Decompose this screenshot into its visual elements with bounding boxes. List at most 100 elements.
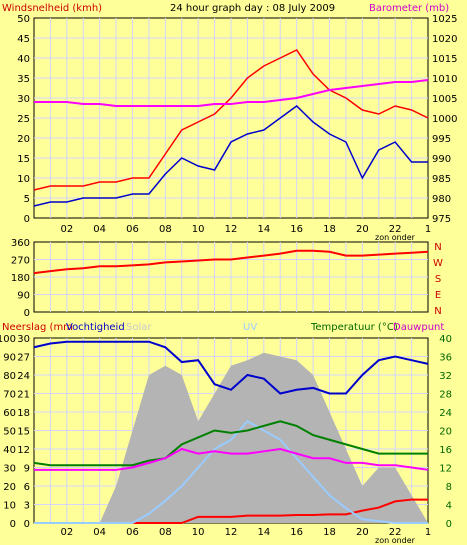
wind-panel-x-tick: 20: [356, 224, 369, 235]
compass-letter: N: [434, 242, 441, 253]
solar-label: Solar: [126, 322, 152, 333]
barometer-y-tick: 990: [432, 154, 451, 165]
wind-panel-x-tick: 1: [425, 224, 431, 235]
direction-y-tick: 0: [24, 308, 30, 319]
humidity-y-tick: 50: [3, 427, 16, 438]
wind-y-tick: 5: [24, 194, 30, 205]
chart-title: 24 hour graph day : 08 July 2009: [170, 3, 335, 14]
weather-panel-x-tick: 22: [389, 527, 402, 538]
compass-letter: N: [434, 306, 441, 317]
barometer-y-tick: 1010: [432, 74, 457, 85]
series-uv-line: [34, 419, 428, 524]
barometer-y-tick: 975: [432, 214, 451, 225]
dewpoint-label: Dauwpunt: [393, 322, 444, 333]
wind-y-tick: 25: [17, 114, 30, 125]
barometer-y-tick: 1020: [432, 34, 457, 45]
rain-y-tick: 24: [17, 371, 30, 382]
series-barometer-line: [34, 79, 429, 107]
barometer-y-tick: 1000: [432, 114, 457, 125]
wind-y-tick: 50: [17, 14, 30, 25]
wind-y-tick: 20: [17, 134, 30, 145]
series-temperatuur-line: [33, 420, 428, 467]
weather-panel-x-tick: 14: [257, 527, 270, 538]
rain-y-tick: 21: [17, 390, 30, 401]
barometer-y-tick: 980: [432, 194, 451, 205]
wind-y-tick: 10: [17, 174, 30, 185]
wind-panel-x-tick: 06: [126, 224, 139, 235]
weather-panel-x-tick: 18: [323, 527, 336, 538]
direction-y-tick: 90: [17, 291, 30, 302]
direction-y-tick: 180: [11, 273, 30, 284]
compass-letter: W: [433, 258, 443, 269]
wind-y-tick: 35: [17, 74, 30, 85]
temperature-y-tick: 20: [439, 427, 452, 438]
temperature-y-tick: 32: [439, 371, 452, 382]
humidity-y-tick: 70: [3, 390, 16, 401]
rain-y-tick: 12: [17, 445, 30, 456]
barometer-y-tick: 1015: [432, 54, 457, 65]
barometer-label: Barometer (mb): [369, 3, 449, 14]
temperature-y-tick: 8: [446, 482, 452, 493]
humidity-y-tick: 30: [3, 464, 16, 475]
humidity-y-tick: 100: [0, 334, 16, 345]
wind-panel-x-tick: 16: [290, 224, 303, 235]
wind-panel-x-tick: 12: [225, 224, 238, 235]
temperature-y-tick: 12: [439, 464, 452, 475]
barometer-y-tick: 985: [432, 174, 451, 185]
rain-y-tick: 27: [17, 353, 30, 364]
humidity-y-tick: 0: [10, 519, 16, 530]
weather-panel-x-tick: 06: [126, 527, 139, 538]
wind-y-tick: 40: [17, 54, 30, 65]
rain-y-tick: 9: [24, 464, 30, 475]
rain-y-tick: 3: [24, 501, 30, 512]
wind-speed-label: Windsnelheid (kmh): [2, 3, 102, 14]
rain-y-tick: 18: [17, 408, 30, 419]
weather-panel-x-tick: 02: [60, 527, 73, 538]
wind-panel-x-tick: 04: [93, 224, 106, 235]
series-wind-direction-line: [33, 249, 429, 275]
rain-y-tick: 30: [17, 334, 30, 345]
compass-letter: E: [435, 290, 441, 301]
weather-panel-x-tick: 04: [93, 527, 106, 538]
wind-y-tick: 0: [24, 214, 30, 225]
sunset-label-bottom: zon onder: [375, 536, 416, 545]
barometer-y-tick: 1025: [432, 14, 457, 25]
temperature-label: Temperatuur (°C): [310, 322, 398, 333]
wind-panel-x-tick: 10: [192, 224, 205, 235]
humidity-y-tick: 60: [3, 408, 16, 419]
humidity-y-tick: 40: [3, 445, 16, 456]
series-windsnelheid-line: [33, 105, 428, 207]
series-solar-area: [34, 352, 428, 523]
weather-panel-x-tick: 08: [159, 527, 172, 538]
humidity-y-tick: 20: [3, 482, 16, 493]
rain-label: Neerslag (mm: [2, 322, 73, 333]
weather-panel-x-tick: 12: [225, 527, 238, 538]
wind-y-tick: 15: [17, 154, 30, 165]
wind-y-tick: 45: [17, 34, 30, 45]
direction-y-tick: 270: [11, 256, 30, 267]
temperature-y-tick: 36: [439, 353, 452, 364]
humidity-y-tick: 10: [3, 501, 16, 512]
wind-panel-x-tick: 22: [389, 224, 402, 235]
humidity-label: Vochtigheid: [66, 322, 125, 333]
direction-y-tick: 360: [11, 238, 30, 249]
humidity-y-tick: 80: [3, 371, 16, 382]
temperature-y-tick: 16: [439, 445, 452, 456]
series-windvlaag-line: [33, 49, 429, 191]
wind-panel-x-tick: 08: [159, 224, 172, 235]
compass-letter: S: [435, 274, 441, 285]
wind-panel-x-tick: 18: [323, 224, 336, 235]
temperature-y-tick: 24: [439, 408, 452, 419]
humidity-y-tick: 90: [3, 353, 16, 364]
rain-y-tick: 15: [17, 427, 30, 438]
weather-panel-x-tick: 1: [425, 527, 431, 538]
series-vochtigheid-line: [33, 340, 429, 395]
weather-panel-x-tick: 20: [356, 527, 369, 538]
temperature-y-tick: 40: [439, 334, 452, 345]
uv-label: UV: [243, 322, 257, 333]
weather-panel-x-tick: 16: [290, 527, 303, 538]
rain-y-tick: 0: [24, 519, 30, 530]
wind-panel-x-tick: 14: [257, 224, 270, 235]
